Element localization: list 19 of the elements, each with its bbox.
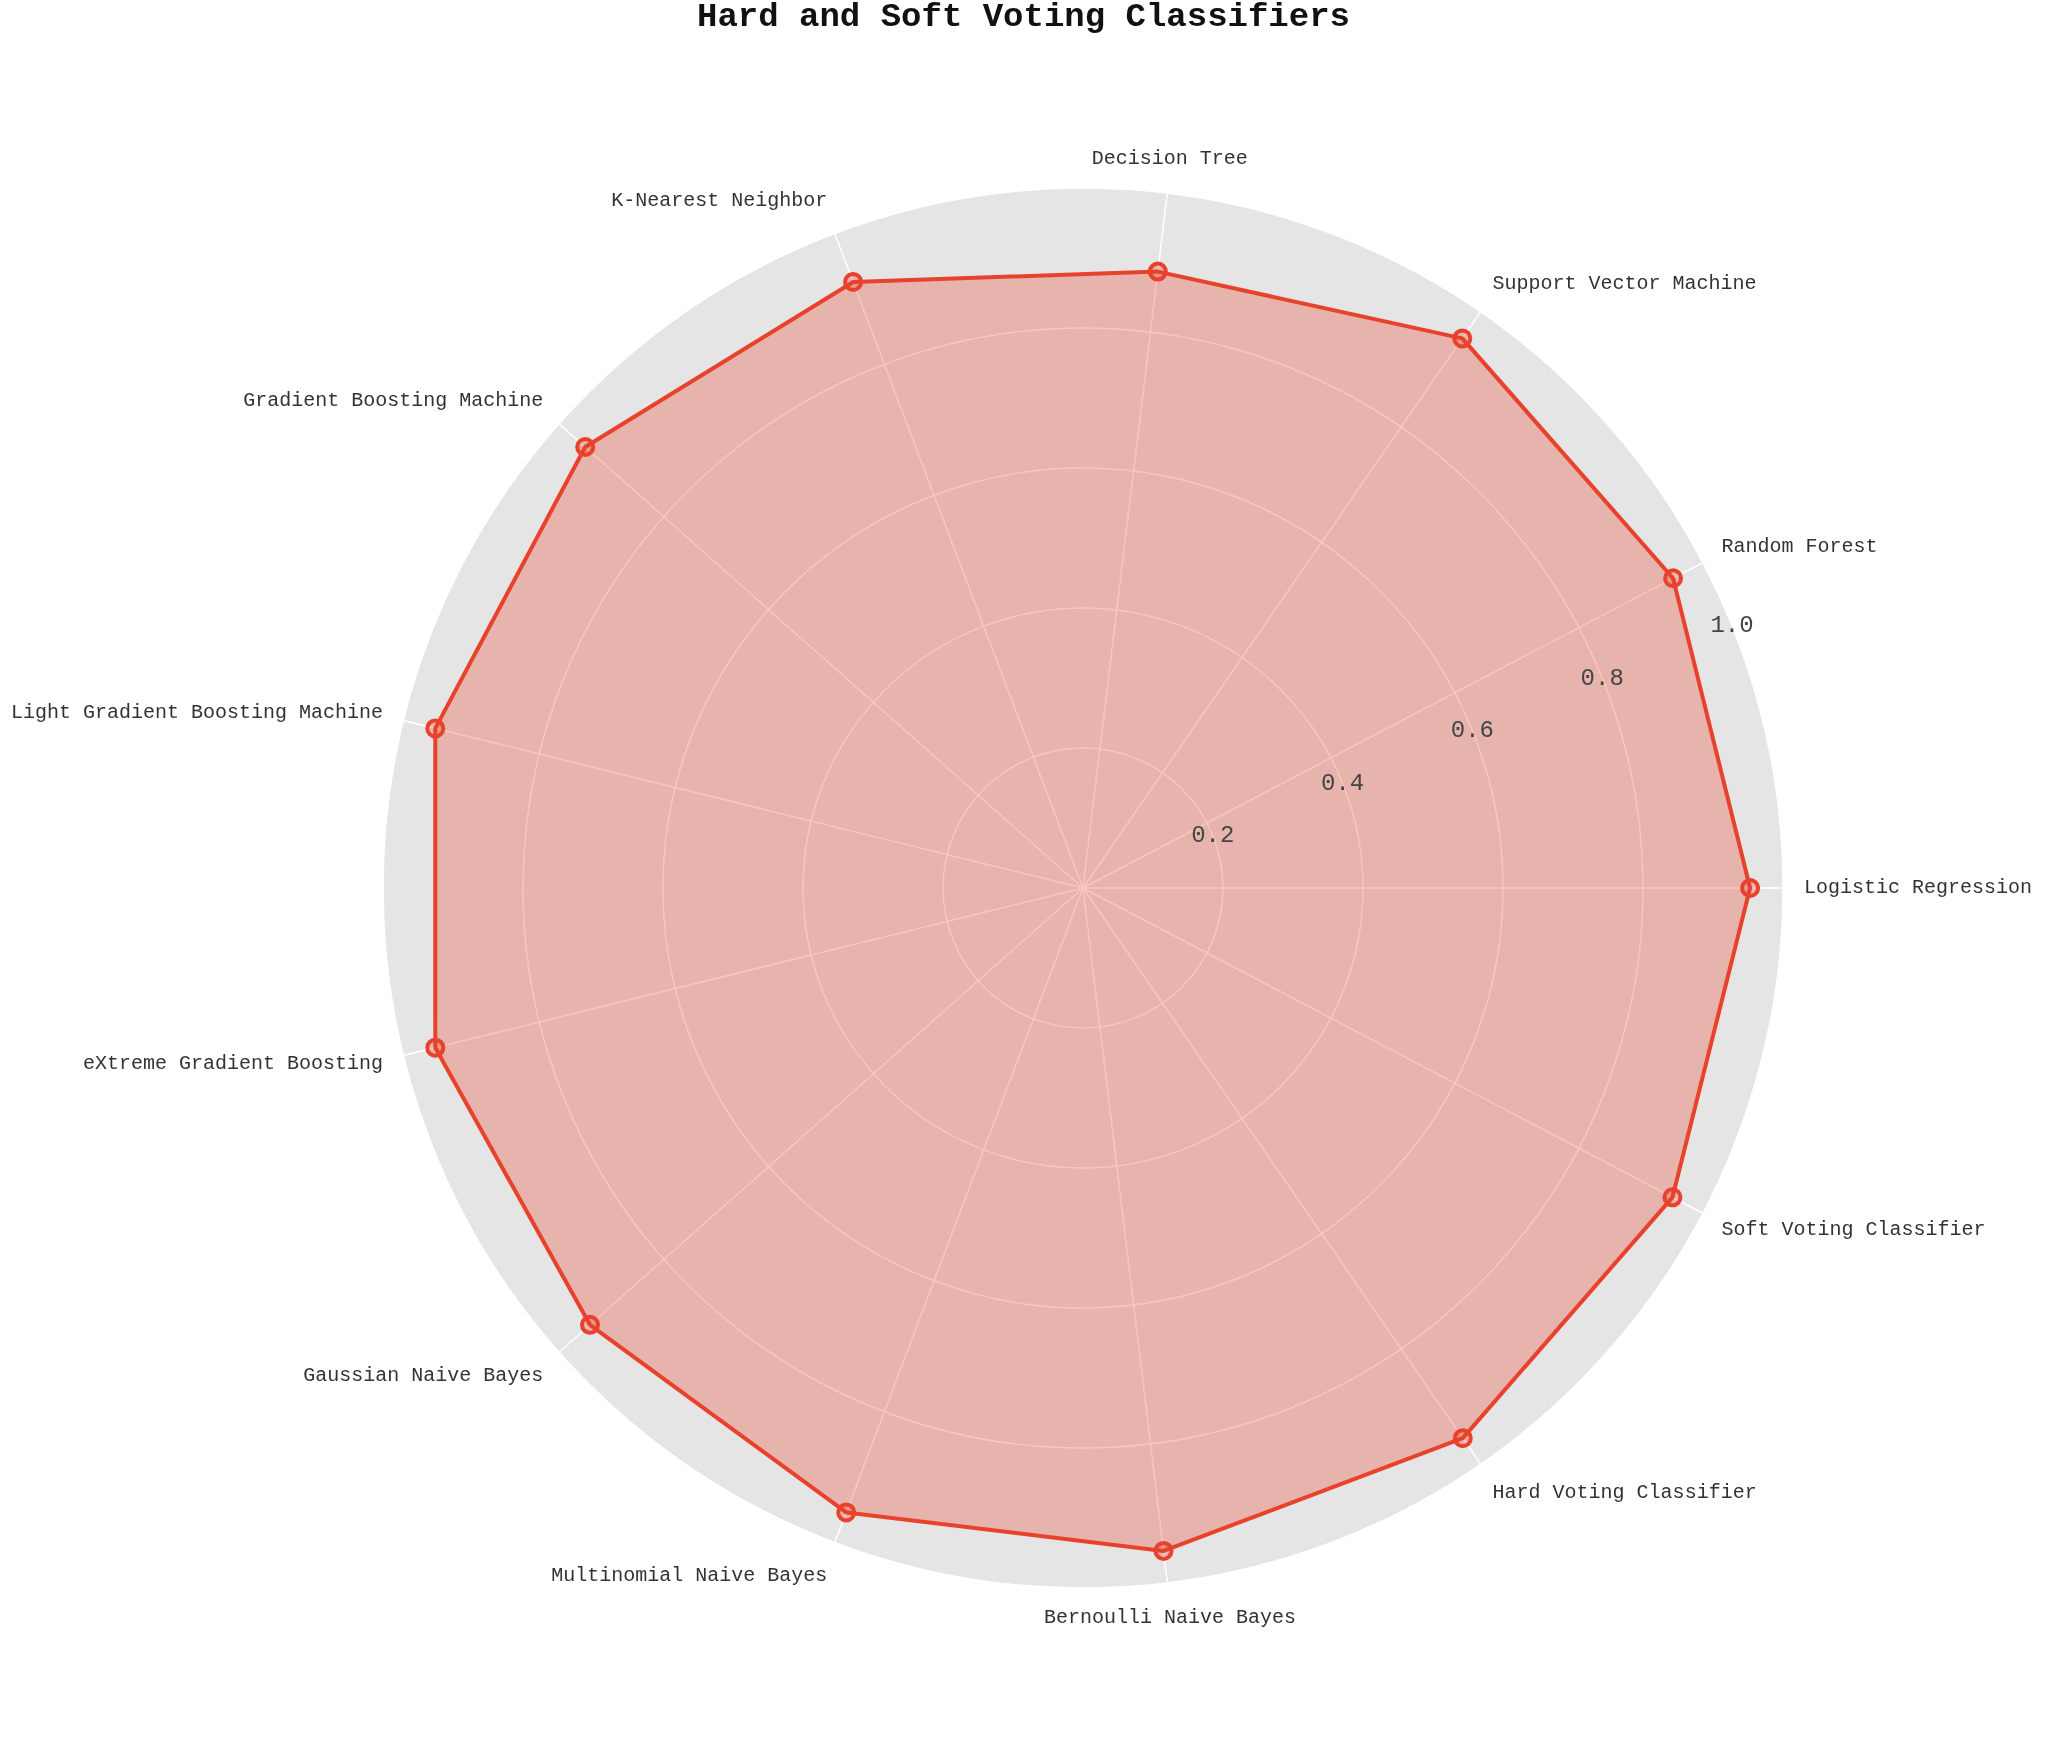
y-tick-label: 1.0 (1710, 612, 1754, 640)
spoke-label: Hard Voting Classifier (1492, 1481, 1757, 1505)
spoke-label: Multinomial Naive Bayes (551, 1563, 828, 1587)
spoke-label: Decision Tree (1091, 146, 1248, 170)
spoke-label: Random Forest (1721, 534, 1878, 558)
spoke-label: Gaussian Naive Bayes (303, 1363, 544, 1387)
spoke-label: Bernoulli Naive Bayes (1043, 1606, 1296, 1630)
y-tick-label: 0.8 (1580, 664, 1624, 692)
y-tick-label: 0.6 (1450, 717, 1495, 745)
y-tick-label: 0.4 (1321, 769, 1365, 797)
spoke-label: K-Nearest Neighbor (611, 189, 828, 213)
spoke-label: Gradient Boosting Machine (243, 389, 544, 413)
spoke-label: Soft Voting Classifier (1721, 1218, 1986, 1242)
y-tick-label: 0.2 (1191, 822, 1235, 850)
spoke-label: eXtreme Gradient Boosting (82, 1052, 383, 1076)
spoke-label: Support Vector Machine (1492, 271, 1757, 295)
spoke-label: Light Gradient Boosting Machine (10, 700, 383, 724)
spoke-label: Logistic Regression (1804, 876, 2033, 900)
chart-title: Hard and Soft Voting Classifiers (696, 0, 1351, 36)
